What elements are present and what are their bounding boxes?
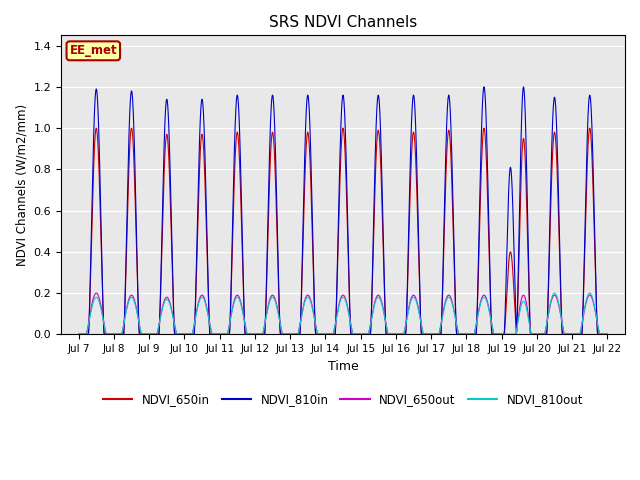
NDVI_650in [602, 331, 609, 337]
NDVI_650out [75, 331, 83, 337]
NDVI_650in [273, 216, 280, 222]
Line: NDVI_810out: NDVI_810out [79, 293, 607, 334]
NDVI_650in [416, 296, 424, 302]
NDVI_650out [602, 331, 609, 337]
NDVI_650out [416, 313, 424, 319]
NDVI_650out [273, 302, 280, 308]
Line: NDVI_650in: NDVI_650in [79, 128, 607, 334]
Y-axis label: NDVI Channels (W/m2/mm): NDVI Channels (W/m2/mm) [15, 104, 28, 266]
Legend: NDVI_650in, NDVI_810in, NDVI_650out, NDVI_810out: NDVI_650in, NDVI_810in, NDVI_650out, NDV… [98, 388, 588, 410]
NDVI_810in [416, 287, 424, 292]
NDVI_650in [92, 125, 100, 131]
NDVI_810in [75, 331, 83, 337]
NDVI_810out [75, 331, 83, 337]
NDVI_810out [416, 313, 424, 319]
NDVI_650out [491, 331, 499, 337]
NDVI_650in [182, 331, 190, 337]
NDVI_810in [604, 331, 611, 337]
NDVI_650out [182, 331, 190, 337]
NDVI_810in [520, 84, 527, 90]
NDVI_810in [188, 331, 196, 337]
NDVI_650out [604, 331, 611, 337]
Text: EE_met: EE_met [70, 44, 117, 57]
NDVI_650in [491, 331, 499, 337]
Line: NDVI_810in: NDVI_810in [79, 87, 607, 334]
NDVI_810out [586, 290, 593, 296]
NDVI_810out [602, 331, 609, 337]
NDVI_810in [273, 192, 280, 198]
NDVI_810in [182, 331, 190, 337]
NDVI_810out [491, 331, 499, 337]
NDVI_650out [188, 331, 196, 337]
Title: SRS NDVI Channels: SRS NDVI Channels [269, 15, 417, 30]
NDVI_650in [188, 331, 196, 337]
Line: NDVI_650out: NDVI_650out [79, 293, 607, 334]
NDVI_650in [604, 331, 611, 337]
NDVI_810out [604, 331, 611, 337]
NDVI_650out [92, 290, 100, 296]
NDVI_810out [188, 331, 196, 337]
NDVI_810in [602, 331, 609, 337]
NDVI_810out [273, 303, 280, 309]
NDVI_650in [75, 331, 83, 337]
NDVI_810out [182, 331, 190, 337]
X-axis label: Time: Time [328, 360, 358, 372]
NDVI_810in [491, 331, 499, 337]
